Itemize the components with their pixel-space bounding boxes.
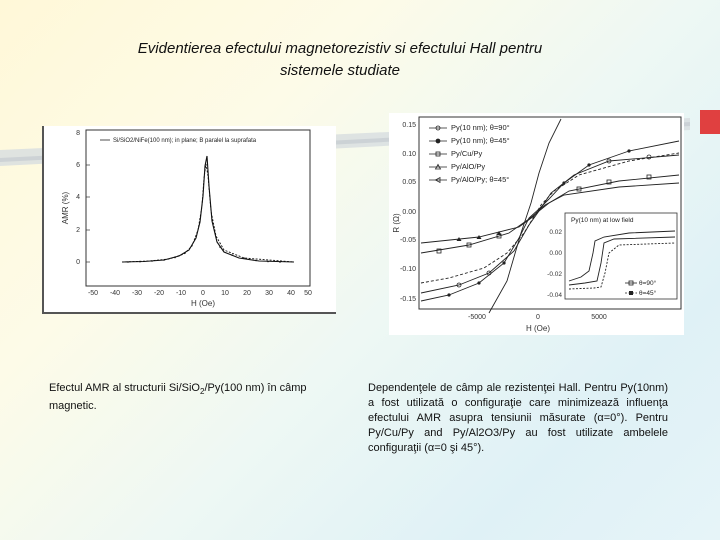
hall-legend-item: Py(10 nm); θ=90° xyxy=(451,123,510,132)
hall-ytick: 0.10 xyxy=(402,151,416,158)
caption-right: Dependenţele de câmp ale rezistenţei Hal… xyxy=(368,382,668,454)
amr-xtick: -30 xyxy=(132,290,142,297)
caption-left-text-b: /Py(100 nm) în câmp magnetic. xyxy=(49,382,307,413)
amr-curve-up xyxy=(121,155,295,263)
hall-xtick: -5000 xyxy=(468,314,486,321)
amr-curve-down xyxy=(121,163,295,263)
slide-title-line1: Evidentierea efectului magnetorezistiv s… xyxy=(137,40,543,57)
hall-plot: 0.15 0.10 0.05 0.00 -0.05 -0.10 -0.15 -5… xyxy=(392,116,682,333)
hall-xtick: 0 xyxy=(536,314,540,321)
caption-left: Efectul AMR al structurii Si/SiO2/Py(100… xyxy=(49,381,319,414)
amr-xtick: -40 xyxy=(110,290,120,297)
amr-xtick: -50 xyxy=(88,290,98,297)
amr-ylabel: AMR (%) xyxy=(61,191,70,224)
amr-xtick: -20 xyxy=(154,290,164,297)
hall-ytick: -0.05 xyxy=(400,237,416,244)
amr-xlabel: H (Oe) xyxy=(191,299,215,308)
inset-ytick: -0.02 xyxy=(547,271,562,278)
inset-ytick: 0.00 xyxy=(549,250,562,257)
hall-curves xyxy=(420,118,680,314)
hall-ytick: 0.05 xyxy=(402,179,416,186)
hall-xtick: 5000 xyxy=(591,314,607,321)
hall-ytick: 0.15 xyxy=(402,122,416,129)
inset-legend-item: θ=45° xyxy=(639,289,657,297)
hall-ylabel: R (Ω) xyxy=(392,213,401,233)
inset-legend-item: θ=90° xyxy=(639,279,657,287)
amr-ytick: 4 xyxy=(76,194,80,201)
amr-plot-frame xyxy=(85,129,311,287)
amr-xtick: 40 xyxy=(287,290,295,297)
hall-legend-item: Py(10 nm); θ=45° xyxy=(451,136,510,145)
slide-title-line2: sistemele studiate xyxy=(279,62,401,79)
amr-ytick: 8 xyxy=(76,130,80,137)
red-corner-mark xyxy=(700,110,720,134)
hall-inset: Py(10 nm) at low field 0.02 0.00 -0.02 -… xyxy=(547,212,678,300)
hall-markers-open xyxy=(436,154,652,288)
amr-xtick: 20 xyxy=(243,290,251,297)
inset-ytick: -0.04 xyxy=(547,292,562,299)
hall-legend-item: Py/AlO/Py; θ=45° xyxy=(451,175,509,184)
amr-xtick: 0 xyxy=(201,290,205,297)
amr-legend: Si/SiO2/NiFe(100 nm); in plane; B parale… xyxy=(113,138,257,144)
amr-ytick: 2 xyxy=(76,227,80,234)
hall-plot-frame xyxy=(418,116,682,310)
inset-title: Py(10 nm) at low field xyxy=(571,217,634,224)
inset-ytick: 0.02 xyxy=(549,229,562,236)
hall-ytick: 0.00 xyxy=(402,209,416,216)
amr-figure: 0 2 4 6 8 -50 -40 -30 -20 -10 0 10 20 30… xyxy=(42,126,336,314)
hall-legend-item: Py/Cu/Py xyxy=(451,149,483,158)
hall-legend-markers xyxy=(429,125,447,184)
hall-legend-item: Py/AlO/Py xyxy=(451,162,485,171)
amr-ytick: 6 xyxy=(76,162,80,169)
hall-xlabel: H (Oe) xyxy=(526,324,550,333)
amr-ytick: 0 xyxy=(76,259,80,266)
hall-ytick: -0.15 xyxy=(400,296,416,303)
amr-xtick: -10 xyxy=(176,290,186,297)
caption-left-subscript: 2 xyxy=(200,387,205,397)
amr-data-markers xyxy=(127,246,281,263)
hall-ytick: -0.10 xyxy=(400,266,416,273)
amr-xtick: 10 xyxy=(221,290,229,297)
caption-left-text-a: Efectul AMR al structurii Si/SiO xyxy=(49,382,200,394)
slide-title: Evidentierea efectului magnetorezistiv s… xyxy=(60,38,620,82)
amr-xtick: 30 xyxy=(265,290,273,297)
amr-plot: 0 2 4 6 8 -50 -40 -30 -20 -10 0 10 20 30… xyxy=(61,129,312,308)
amr-xtick: 50 xyxy=(304,290,312,297)
hall-figure: 0.15 0.10 0.05 0.00 -0.05 -0.10 -0.15 -5… xyxy=(389,113,684,335)
